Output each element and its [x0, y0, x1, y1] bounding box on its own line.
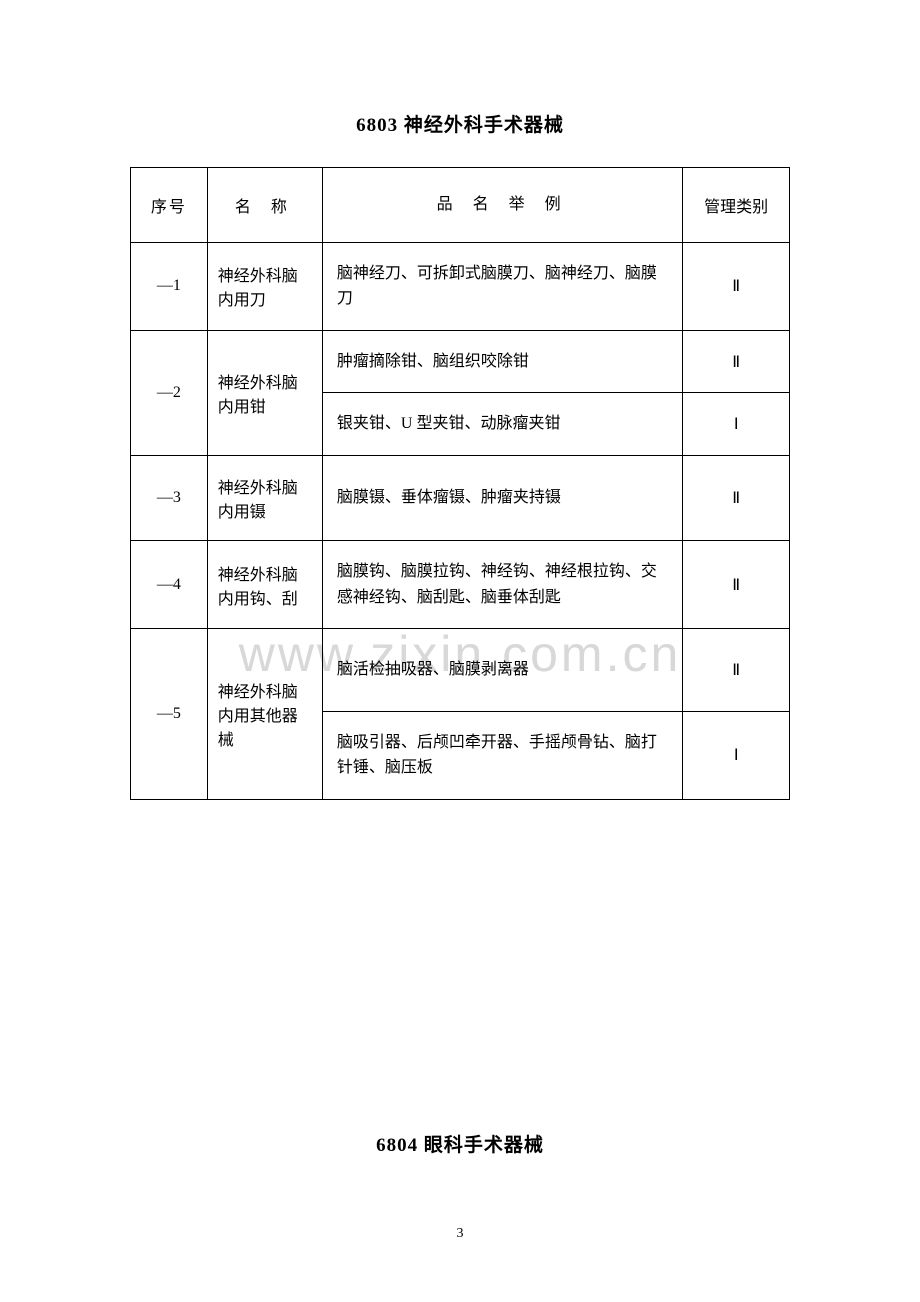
table-row: —4 神经外科脑内用钩、刮 脑膜钩、脑膜拉钩、神经钩、神经根拉钩、交感神经钩、脑… [131, 540, 790, 628]
cell-category: Ⅰ [683, 393, 790, 456]
cell-example: 脑膜镊、垂体瘤镊、肿瘤夹持镊 [322, 455, 682, 540]
header-seq: 序号 [131, 168, 208, 243]
table-row: —2 神经外科脑内用钳 肿瘤摘除钳、脑组织咬除钳 Ⅱ [131, 330, 790, 393]
cell-example: 脑活检抽吸器、脑膜剥离器 [322, 629, 682, 712]
cell-category: Ⅱ [683, 455, 790, 540]
table-header-row: 序号 名 称 品 名 举 例 管理类别 [131, 168, 790, 243]
section-title-1: 6803 神经外科手术器械 [130, 110, 790, 137]
cell-example: 肿瘤摘除钳、脑组织咬除钳 [322, 330, 682, 393]
cell-category: Ⅰ [683, 711, 790, 799]
cell-category: Ⅱ [683, 330, 790, 393]
cell-category: Ⅱ [683, 629, 790, 712]
section-title-2: 6804 眼科手术器械 [0, 1130, 920, 1157]
cell-name: 神经外科脑内用其他器械 [207, 629, 322, 800]
table-container: 序号 名 称 品 名 举 例 管理类别 —1 神经外科脑内用刀 脑神经刀、可拆卸… [130, 167, 790, 800]
page-number: 3 [0, 1226, 920, 1242]
cell-example: 银夹钳、U 型夹钳、动脉瘤夹钳 [322, 393, 682, 456]
header-category: 管理类别 [683, 168, 790, 243]
cell-name: 神经外科脑内用钩、刮 [207, 540, 322, 628]
cell-seq: —3 [131, 455, 208, 540]
cell-seq: —4 [131, 540, 208, 628]
cell-name: 神经外科脑内用镊 [207, 455, 322, 540]
cell-category: Ⅱ [683, 540, 790, 628]
header-name: 名 称 [207, 168, 322, 243]
cell-example: 脑膜钩、脑膜拉钩、神经钩、神经根拉钩、交感神经钩、脑刮匙、脑垂体刮匙 [322, 540, 682, 628]
cell-name: 神经外科脑内用刀 [207, 242, 322, 330]
header-example: 品 名 举 例 [322, 168, 682, 243]
cell-category: Ⅱ [683, 242, 790, 330]
cell-example: 脑神经刀、可拆卸式脑膜刀、脑神经刀、脑膜刀 [322, 242, 682, 330]
table-row: —3 神经外科脑内用镊 脑膜镊、垂体瘤镊、肿瘤夹持镊 Ⅱ [131, 455, 790, 540]
table-row: —1 神经外科脑内用刀 脑神经刀、可拆卸式脑膜刀、脑神经刀、脑膜刀 Ⅱ [131, 242, 790, 330]
cell-seq: —2 [131, 330, 208, 455]
cell-name: 神经外科脑内用钳 [207, 330, 322, 455]
device-table: 序号 名 称 品 名 举 例 管理类别 —1 神经外科脑内用刀 脑神经刀、可拆卸… [130, 167, 790, 800]
table-row: —5 神经外科脑内用其他器械 脑活检抽吸器、脑膜剥离器 Ⅱ [131, 629, 790, 712]
cell-seq: —1 [131, 242, 208, 330]
cell-example: 脑吸引器、后颅凹牵开器、手摇颅骨钻、脑打针锤、脑压板 [322, 711, 682, 799]
cell-seq: —5 [131, 629, 208, 800]
